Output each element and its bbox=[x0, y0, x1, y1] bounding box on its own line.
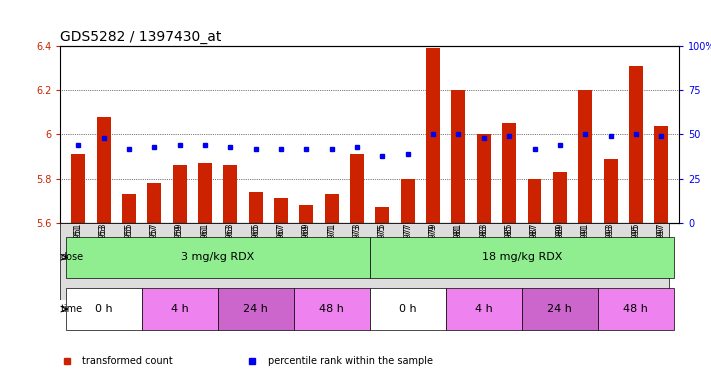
Text: GSM306959: GSM306959 bbox=[175, 224, 184, 271]
Text: 24 h: 24 h bbox=[243, 304, 268, 314]
Text: GSM306997: GSM306997 bbox=[657, 223, 665, 269]
Text: GSM306979: GSM306979 bbox=[429, 223, 437, 269]
Text: GSM306995: GSM306995 bbox=[631, 223, 641, 269]
Text: GSM306985: GSM306985 bbox=[505, 223, 513, 269]
Text: GSM306997: GSM306997 bbox=[657, 224, 665, 271]
Bar bbox=[294, 288, 370, 330]
Bar bbox=[604, 159, 618, 223]
Bar bbox=[325, 194, 338, 223]
Text: GSM306983: GSM306983 bbox=[479, 224, 488, 271]
Text: GSM306955: GSM306955 bbox=[124, 223, 134, 269]
Text: dose: dose bbox=[61, 252, 84, 262]
Text: GSM306959: GSM306959 bbox=[175, 223, 184, 269]
Bar bbox=[451, 90, 466, 223]
Text: 4 h: 4 h bbox=[171, 304, 188, 314]
Bar bbox=[654, 126, 668, 223]
Text: GSM306987: GSM306987 bbox=[530, 223, 539, 269]
Text: GSM306961: GSM306961 bbox=[201, 224, 210, 271]
Text: GSM306993: GSM306993 bbox=[606, 224, 615, 271]
Text: GSM306993: GSM306993 bbox=[606, 223, 615, 269]
Text: 18 mg/kg RDX: 18 mg/kg RDX bbox=[481, 252, 562, 262]
Text: GSM306951: GSM306951 bbox=[74, 223, 82, 269]
Text: GSM306967: GSM306967 bbox=[277, 224, 286, 271]
Text: GSM306987: GSM306987 bbox=[530, 224, 539, 271]
Bar bbox=[401, 179, 415, 223]
Bar bbox=[198, 163, 212, 223]
Bar bbox=[375, 207, 390, 223]
Bar bbox=[350, 154, 364, 223]
Text: GSM306971: GSM306971 bbox=[327, 223, 336, 269]
Bar bbox=[122, 194, 136, 223]
Bar bbox=[274, 199, 288, 223]
Text: GSM306977: GSM306977 bbox=[403, 223, 412, 269]
Text: GSM306961: GSM306961 bbox=[201, 223, 210, 269]
Bar bbox=[598, 288, 674, 330]
Text: GSM306979: GSM306979 bbox=[429, 224, 437, 271]
Bar bbox=[502, 123, 516, 223]
Text: GSM306983: GSM306983 bbox=[479, 223, 488, 269]
Text: GSM306965: GSM306965 bbox=[251, 223, 260, 269]
Text: GDS5282 / 1397430_at: GDS5282 / 1397430_at bbox=[60, 30, 222, 44]
Text: GSM306985: GSM306985 bbox=[505, 224, 513, 271]
Text: 48 h: 48 h bbox=[624, 304, 648, 314]
Bar bbox=[223, 166, 237, 223]
Text: percentile rank within the sample: percentile rank within the sample bbox=[267, 356, 433, 366]
Text: GSM306969: GSM306969 bbox=[302, 223, 311, 269]
Text: GSM306991: GSM306991 bbox=[581, 223, 589, 269]
Text: 48 h: 48 h bbox=[319, 304, 344, 314]
Bar bbox=[553, 172, 567, 223]
Bar bbox=[578, 90, 592, 223]
Text: 0 h: 0 h bbox=[399, 304, 417, 314]
Text: GSM306995: GSM306995 bbox=[631, 224, 641, 271]
Text: GSM306975: GSM306975 bbox=[378, 223, 387, 269]
Bar bbox=[522, 288, 598, 330]
Text: GSM306953: GSM306953 bbox=[99, 224, 108, 271]
Text: GSM306951: GSM306951 bbox=[74, 224, 82, 271]
Bar bbox=[370, 237, 674, 278]
Bar bbox=[446, 288, 522, 330]
Text: GSM306973: GSM306973 bbox=[353, 223, 362, 269]
Bar bbox=[629, 66, 643, 223]
Text: GSM306989: GSM306989 bbox=[555, 223, 565, 269]
Text: 24 h: 24 h bbox=[547, 304, 572, 314]
Text: GSM306971: GSM306971 bbox=[327, 224, 336, 271]
Bar bbox=[426, 48, 440, 223]
Text: GSM306953: GSM306953 bbox=[99, 223, 108, 269]
Bar bbox=[299, 205, 314, 223]
Text: GSM306965: GSM306965 bbox=[251, 224, 260, 271]
Text: GSM306969: GSM306969 bbox=[302, 224, 311, 271]
Text: GSM306989: GSM306989 bbox=[555, 224, 565, 271]
Bar bbox=[173, 166, 186, 223]
Bar bbox=[477, 134, 491, 223]
Text: transformed count: transformed count bbox=[82, 356, 173, 366]
Text: 4 h: 4 h bbox=[475, 304, 493, 314]
Text: GSM306957: GSM306957 bbox=[150, 223, 159, 269]
Bar bbox=[147, 183, 161, 223]
Text: GSM306981: GSM306981 bbox=[454, 224, 463, 270]
Text: GSM306977: GSM306977 bbox=[403, 224, 412, 271]
Text: GSM306957: GSM306957 bbox=[150, 224, 159, 271]
Text: GSM306955: GSM306955 bbox=[124, 224, 134, 271]
Text: GSM306963: GSM306963 bbox=[226, 223, 235, 269]
Bar bbox=[528, 179, 542, 223]
Bar bbox=[141, 288, 218, 330]
Bar bbox=[249, 192, 262, 223]
Bar bbox=[65, 237, 370, 278]
Bar bbox=[370, 288, 446, 330]
FancyBboxPatch shape bbox=[60, 223, 669, 300]
Text: GSM306973: GSM306973 bbox=[353, 224, 362, 271]
Text: 3 mg/kg RDX: 3 mg/kg RDX bbox=[181, 252, 255, 262]
Text: GSM306991: GSM306991 bbox=[581, 224, 589, 271]
Text: time: time bbox=[61, 304, 83, 314]
Bar bbox=[218, 288, 294, 330]
Bar bbox=[97, 117, 110, 223]
Bar bbox=[71, 154, 85, 223]
Text: 0 h: 0 h bbox=[95, 304, 112, 314]
Text: GSM306963: GSM306963 bbox=[226, 224, 235, 271]
Text: GSM306967: GSM306967 bbox=[277, 223, 286, 269]
Bar bbox=[65, 288, 141, 330]
Text: GSM306975: GSM306975 bbox=[378, 224, 387, 271]
Text: GSM306981: GSM306981 bbox=[454, 223, 463, 269]
